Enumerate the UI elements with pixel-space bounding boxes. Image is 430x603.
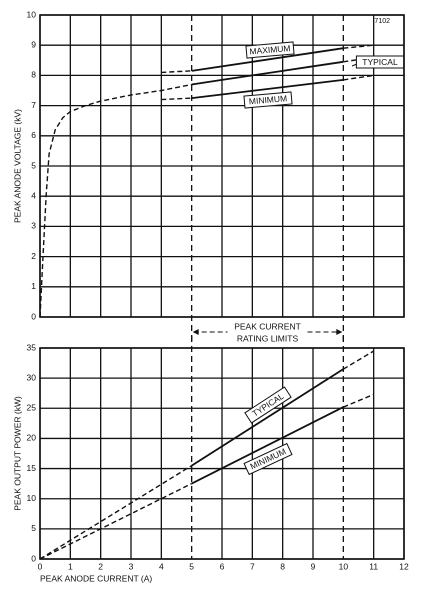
label-box xyxy=(245,41,295,59)
x-tick-label: 4 xyxy=(159,561,164,571)
y-tick-label: 10 xyxy=(27,493,37,503)
label-box xyxy=(355,55,405,69)
x-tick-label: 2 xyxy=(98,561,103,571)
y-tick-label: 7 xyxy=(31,100,36,110)
y-tick-label: 4 xyxy=(31,190,36,200)
y-tick-label: 6 xyxy=(31,130,36,140)
y-axis-label: PEAK ANODE VOLTAGE (kV) xyxy=(12,109,22,223)
annotation: PEAK CURRENT xyxy=(234,321,301,331)
y-tick-label: 30 xyxy=(27,372,37,382)
figure-number: 7102 xyxy=(374,18,390,25)
y-tick-label: 25 xyxy=(27,403,37,413)
series-line xyxy=(342,350,375,370)
x-tick-label: 9 xyxy=(311,561,316,571)
annotation: RATING LIMITS xyxy=(237,333,299,343)
series-line xyxy=(343,393,374,408)
x-tick-label: 8 xyxy=(280,561,285,571)
series-label: TYPICAL xyxy=(355,55,405,69)
series-line xyxy=(191,406,344,485)
series-line xyxy=(343,74,374,81)
y-tick-label: 5 xyxy=(31,160,36,170)
label-box xyxy=(243,91,293,109)
x-tick-label: 11 xyxy=(369,561,378,571)
series-line xyxy=(161,70,192,74)
y-tick-label: 1 xyxy=(31,281,36,291)
x-tick-label: 0 xyxy=(38,561,43,571)
series-line xyxy=(191,47,344,72)
series-line xyxy=(191,79,344,99)
series-line xyxy=(39,482,193,560)
plot-frame xyxy=(39,347,405,560)
series-label: MINIMUM xyxy=(243,91,293,109)
y-tick-label: 10 xyxy=(27,9,37,19)
x-tick-label: 12 xyxy=(399,561,409,571)
y-tick-label: 5 xyxy=(31,523,36,533)
legend-label: MAXIMUM xyxy=(249,43,291,57)
x-tick-label: 7 xyxy=(250,561,255,571)
series-label: MAXIMUM xyxy=(245,41,295,59)
label-box xyxy=(244,386,292,424)
y-tick-label: 9 xyxy=(31,39,36,49)
series-label: MINIMUM xyxy=(243,442,293,476)
x-tick-label: 5 xyxy=(189,561,194,571)
y-tick-label: 20 xyxy=(27,433,37,443)
label-box xyxy=(243,442,293,476)
y-tick-label: 15 xyxy=(27,463,37,473)
y-tick-label: 2 xyxy=(31,251,36,261)
series-line xyxy=(39,83,192,318)
x-axis-label: PEAK ANODE CURRENT (A) xyxy=(40,573,152,583)
legend-label: TYPICAL xyxy=(362,57,398,67)
series-line xyxy=(161,97,192,101)
x-tick-label: 1 xyxy=(68,561,73,571)
y-tick-label: 0 xyxy=(31,553,36,563)
series-line xyxy=(39,465,193,560)
series-line xyxy=(191,368,344,467)
x-tick-label: 3 xyxy=(129,561,134,571)
legend-label: MINIMUM xyxy=(248,93,287,106)
series-line xyxy=(191,60,344,86)
y-tick-label: 8 xyxy=(31,70,36,80)
y-tick-label: 3 xyxy=(31,221,36,231)
y-tick-label: 0 xyxy=(31,311,36,321)
plot-frame xyxy=(39,14,405,318)
y-tick-label: 35 xyxy=(27,342,37,352)
y-axis-label: PEAK OUTPUT POWER (kW) xyxy=(12,396,22,511)
series-line xyxy=(343,44,374,49)
x-tick-label: 10 xyxy=(339,561,349,571)
x-tick-label: 6 xyxy=(220,561,225,571)
